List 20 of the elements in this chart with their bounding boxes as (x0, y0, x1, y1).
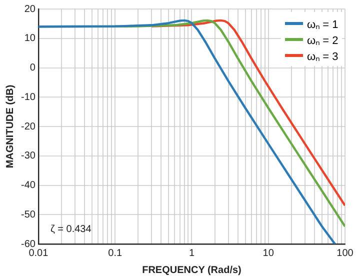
y-tick-label: -20 (21, 121, 36, 132)
y-tick-label: -60 (21, 238, 36, 250)
legend-label: ωₙ = 2 (307, 34, 338, 46)
y-tick-label: -50 (21, 209, 36, 220)
y-tick-label: 20 (24, 4, 36, 15)
legend-label: ωₙ = 3 (307, 50, 338, 62)
y-tick-label: 0 (30, 62, 36, 74)
y-tick-label: -10 (21, 92, 36, 103)
y-tick-label: -30 (21, 150, 36, 162)
x-tick-label: 0.1 (108, 248, 122, 259)
x-tick-label: 10 (262, 248, 274, 259)
x-tick-label: 1 (188, 248, 195, 259)
y-tick-label: 10 (24, 33, 36, 44)
y-tick-label: -40 (21, 180, 36, 191)
annotation: ζ = 0.434 (50, 224, 92, 235)
x-tick-label: 0.01 (28, 248, 49, 259)
x-tick-label: 100 (336, 248, 354, 259)
x-axis-title: FREQUENCY (Rad/s) (142, 264, 242, 276)
y-axis-title: MAGNITUDE (dB) (4, 84, 16, 168)
legend-label: ωₙ = 1 (307, 18, 338, 30)
